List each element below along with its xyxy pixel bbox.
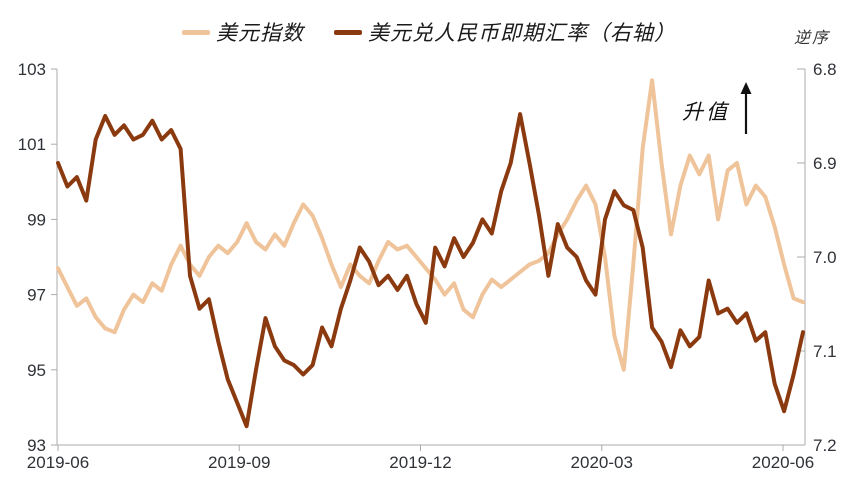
legend: 美元指数 美元兑人民币即期汇率（右轴） (0, 14, 858, 50)
x-axis-tick-label: 2020-03 (571, 453, 633, 472)
legend-swatch-usd-index-icon (182, 29, 210, 35)
series-line-1 (56, 112, 805, 429)
left-axis-tick-label: 99 (27, 210, 46, 229)
legend-swatch-usdcny-rate-icon (334, 29, 362, 35)
appreciation-arrow (740, 82, 752, 134)
right-axis-tick-label: 7.0 (813, 248, 837, 267)
right-axis-tick-label: 7.1 (813, 342, 837, 361)
x-axis-tick-label: 2019-09 (208, 453, 270, 472)
left-axis-tick-label: 101 (18, 135, 46, 154)
chart-generated-content: 103 101 99 97 95 93 6.8 6.9 7.0 7.1 7.2 2019-06 2019… (18, 60, 837, 472)
x-axis-tick-label: 2020-06 (752, 453, 814, 472)
x-axis-tick-label: 2019-06 (27, 453, 89, 472)
left-axis-tick-label: 95 (27, 361, 46, 380)
right-axis-tick-label: 6.9 (813, 154, 837, 173)
legend-label-usdcny-rate: 美元兑人民币即期汇率（右轴） (368, 21, 676, 45)
left-axis-tick-label: 103 (18, 60, 46, 79)
x-axis-tick-label: 2019-12 (389, 453, 451, 472)
appreciation-annotation: 升值 (682, 100, 730, 124)
right-axis-tick-label: 7.2 (813, 436, 837, 455)
left-axis-tick-label: 93 (27, 436, 46, 455)
legend-item-usdcny-rate: 美元兑人民币即期汇率（右轴） (334, 17, 676, 47)
legend-label-usd-index: 美元指数 (216, 21, 304, 45)
legend-item-usd-index: 美元指数 (182, 17, 304, 47)
reverse-axis-note: 逆序 (793, 30, 830, 47)
up-arrow-head-icon (740, 82, 752, 94)
right-axis-tick-label: 6.8 (813, 60, 837, 79)
left-axis-tick-label: 97 (27, 286, 46, 305)
